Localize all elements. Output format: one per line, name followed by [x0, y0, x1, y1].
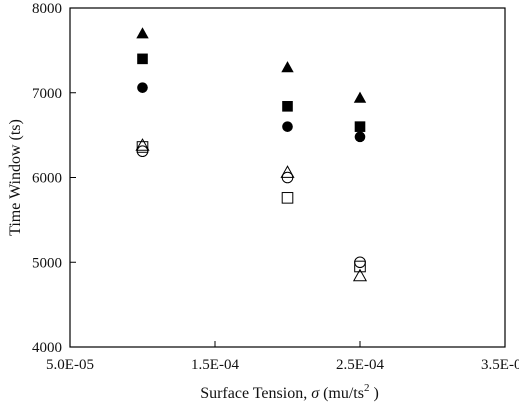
- data-point-open-square: [354, 260, 366, 273]
- data-point-open-square: [136, 141, 149, 153]
- x-axis-title-symbol: σ: [311, 385, 320, 402]
- data-point-filled-square: [137, 53, 148, 65]
- x-axis-ticks: 5.0E-05 1.5E-04 2.5E-04 3.5E-04: [46, 341, 519, 373]
- x-axis-title-superscript: 2: [364, 382, 370, 394]
- y-tick-label: 8000: [32, 1, 62, 17]
- plot-area: 5.0E-05 1.5E-04 2.5E-04 3.5E-04 4000 5000 600…: [32, 1, 519, 373]
- data-point-open-circle: [281, 171, 294, 184]
- data-point-filled-triangle: [136, 27, 149, 39]
- y-tick-label: 4000: [32, 340, 62, 356]
- data-point-filled-square: [282, 101, 293, 112]
- data-point-open-circle: [136, 145, 149, 158]
- data-point-filled-triangle: [353, 91, 367, 103]
- data-point-filled-circle: [354, 131, 366, 143]
- data-point-open-triangle: [135, 138, 150, 151]
- x-axis-title-unit-close: ): [369, 385, 378, 402]
- x-tick-label: 3.5E-04: [481, 357, 519, 373]
- data-point-filled-triangle: [281, 61, 294, 73]
- x-tick-label: 2.5E-04: [336, 357, 384, 373]
- data-points: [135, 27, 368, 282]
- y-tick-label: 5000: [32, 255, 62, 271]
- data-point-filled-square: [354, 121, 366, 132]
- x-tick-label: 1.5E-04: [191, 357, 239, 373]
- x-axis-title-main: Surface Tension,: [200, 385, 311, 402]
- data-point-filled-circle: [282, 121, 293, 132]
- data-point-open-circle: [354, 256, 366, 269]
- x-axis-title-unit: (mu/ts: [319, 385, 364, 402]
- y-tick-label: 7000: [32, 86, 62, 102]
- y-axis-ticks: 4000 5000 6000 7000 8000: [32, 1, 76, 356]
- y-tick-label: 6000: [32, 171, 62, 187]
- data-point-filled-circle: [137, 82, 148, 93]
- x-tick-label: 5.0E-05: [46, 357, 94, 373]
- x-axis-title: Surface Tension, σ (mu/ts2 ): [200, 382, 379, 402]
- data-point-open-triangle: [352, 268, 368, 282]
- data-point-open-triangle: [280, 165, 295, 178]
- y-axis-title: Time Window (ts): [7, 119, 24, 236]
- data-point-open-square: [281, 192, 294, 204]
